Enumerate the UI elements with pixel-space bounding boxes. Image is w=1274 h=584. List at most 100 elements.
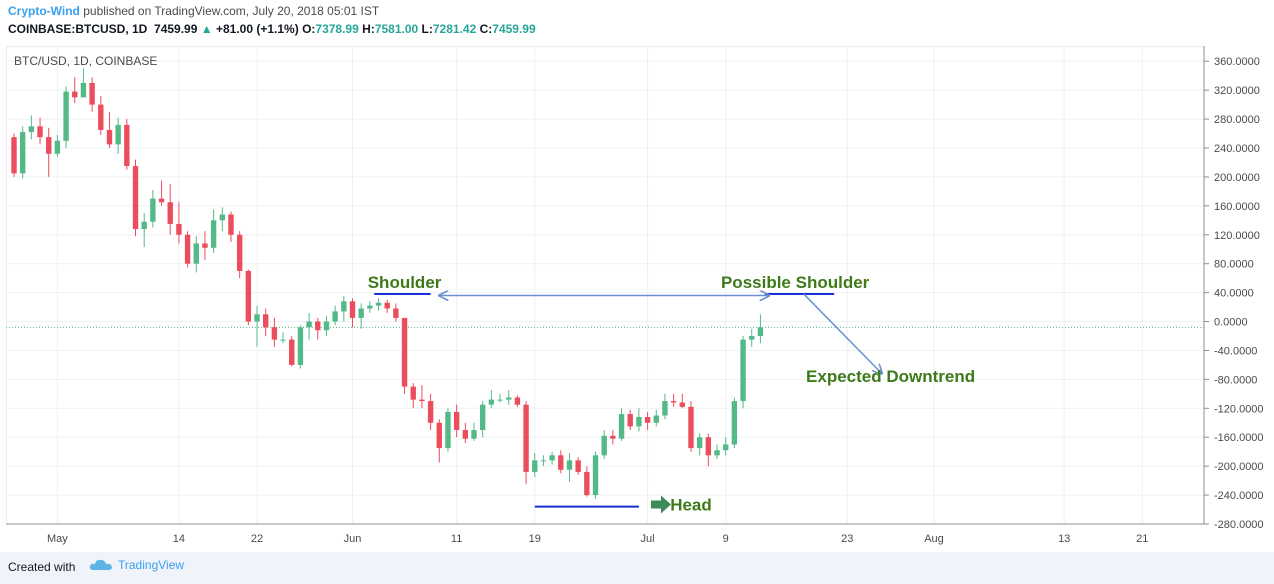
candle-body (54, 140, 61, 154)
candle-up (471, 422, 477, 441)
candle-body (445, 411, 451, 449)
candle-body (280, 339, 286, 341)
candle-up (219, 207, 225, 232)
y-tick-label: 280.0000 (1214, 114, 1260, 126)
published-line: Crypto-Wind published on TradingView.com… (8, 4, 379, 18)
candle-down (228, 211, 234, 242)
candle-body (341, 301, 347, 312)
candle-body (592, 455, 599, 496)
candle-body (28, 126, 35, 133)
x-tick-label: 22 (251, 533, 263, 545)
candle-body (323, 321, 330, 331)
candle-up (757, 314, 764, 344)
low-label: L: (421, 22, 433, 36)
candle-up (445, 408, 451, 452)
candle-up (618, 408, 625, 441)
candle-up (479, 401, 486, 438)
candle-down (688, 401, 694, 452)
tradingview-link[interactable]: TradingView (88, 558, 184, 572)
candle-body (115, 124, 121, 145)
candlestick-chart[interactable]: Shoulder Possible Shoulder Expected Downtr… (5, 45, 1268, 550)
candle-up (210, 209, 217, 253)
candle-down (558, 450, 564, 474)
candle-body (488, 399, 495, 405)
candle-body (210, 220, 217, 248)
candle-down (384, 299, 390, 313)
candle-body (63, 91, 69, 141)
candle-down (679, 393, 685, 409)
candle-body (332, 311, 338, 322)
candle-up (150, 189, 156, 228)
y-tick-label: 120.0000 (1214, 230, 1260, 242)
candle-up (80, 68, 87, 98)
chart-frame[interactable]: Shoulder Possible Shoulder Expected Downtr… (5, 45, 1268, 550)
candle-down (705, 433, 712, 467)
candle-body (150, 198, 156, 222)
cloud-icon (89, 559, 112, 570)
candle-up (714, 444, 720, 459)
candle-body (427, 401, 434, 423)
axes: 360.0000 320.0000 280.0000 240.0000 200.0000… (6, 46, 1264, 545)
candle-body (584, 471, 590, 496)
candle-body (72, 91, 78, 98)
candle-body (757, 327, 764, 336)
candle-body (731, 401, 738, 445)
candle-up (297, 325, 304, 369)
candle-body (202, 243, 208, 248)
y-tick-label: -160.0000 (1214, 432, 1264, 444)
published-text: published on TradingView.com, July 20, 2… (79, 4, 380, 18)
candle-up (532, 453, 538, 477)
candle-up (636, 408, 642, 432)
candle-body (236, 234, 243, 271)
footer: Created with TradingView (0, 552, 1274, 584)
candle-down (46, 127, 52, 177)
candle-body (453, 411, 460, 430)
y-tick-label: 240.0000 (1214, 143, 1260, 155)
candle-body (98, 104, 104, 130)
candle-body (37, 126, 43, 138)
candle-up (63, 86, 69, 148)
candle-down (670, 393, 677, 407)
candle-body (46, 137, 52, 154)
candle-down (176, 202, 182, 244)
y-tick-label: -240.0000 (1214, 490, 1264, 502)
candle-up (740, 336, 746, 409)
candle-body (549, 455, 555, 461)
candle-up (731, 397, 738, 449)
candle-up (506, 390, 512, 405)
candle-down (401, 317, 408, 394)
candle-body (670, 401, 677, 403)
y-tick-label: -120.0000 (1214, 403, 1264, 415)
candle-up (306, 312, 312, 340)
candle-down (72, 77, 78, 104)
candle-body (497, 399, 503, 401)
candle-down (462, 422, 469, 444)
candle-body (132, 166, 139, 229)
candle-up (749, 328, 755, 347)
header: Crypto-Wind published on TradingView.com… (0, 0, 1274, 44)
candle-body (749, 336, 755, 340)
price-change: +81.00 (+1.1%) (215, 22, 299, 36)
candle-up (28, 115, 35, 140)
candle-body (401, 317, 408, 387)
candle-body (384, 302, 390, 309)
candle-body (315, 321, 321, 331)
arrow-right-shape (650, 495, 671, 514)
high-value: 7581.00 (374, 22, 419, 36)
candle-down (11, 133, 17, 177)
author-link[interactable]: Crypto-Wind (8, 4, 80, 18)
candle-body (532, 460, 538, 472)
candle-body (644, 416, 651, 423)
x-tick-label: 19 (529, 533, 541, 545)
y-tick-label: -80.0000 (1214, 374, 1257, 386)
candle-down (523, 401, 529, 485)
candle-body (601, 435, 607, 456)
candle-down (184, 231, 191, 268)
tradingview-brand: TradingView (118, 558, 185, 572)
y-tick-label: -40.0000 (1214, 345, 1257, 357)
candle-down (236, 231, 243, 279)
open-value: 7378.99 (315, 22, 359, 36)
candle-up (19, 126, 26, 179)
candle-body (696, 437, 703, 449)
y-tick-label: 320.0000 (1214, 85, 1260, 97)
